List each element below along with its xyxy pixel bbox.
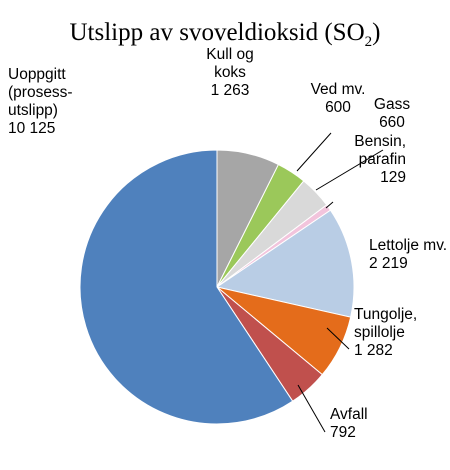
leader-line — [326, 327, 350, 350]
slice-label: Tungolje, spillolje 1 282 — [354, 306, 417, 359]
slice-label: Bensin, parafin 129 — [354, 133, 406, 186]
leader-line — [315, 149, 384, 191]
slice-labels: Kull og koks 1 263 Ved mv. 600 Gass 660Bensin,… — [8, 46, 447, 441]
slice-label: Ved mv. 600 — [311, 81, 366, 116]
chart-title: Utslipp av svoveldioksid (SO2) — [70, 19, 381, 50]
pie-slices — [79, 149, 355, 425]
pie-slice — [79, 149, 294, 425]
pie-slice — [215, 209, 355, 318]
slice-label: Kull og koks 1 263 — [206, 46, 253, 99]
slice-label: Lettolje mv. 2 219 — [369, 237, 447, 272]
slice-label: Gass 660 — [374, 96, 410, 131]
slice-label: Uoppgitt (prosess-utslipp) 10 125 — [8, 66, 73, 137]
leader-lines — [296, 132, 384, 433]
leader-line — [297, 384, 326, 433]
leader-line — [325, 201, 334, 209]
slice-label: Avfall 792 — [330, 406, 368, 441]
leader-line — [296, 132, 332, 172]
